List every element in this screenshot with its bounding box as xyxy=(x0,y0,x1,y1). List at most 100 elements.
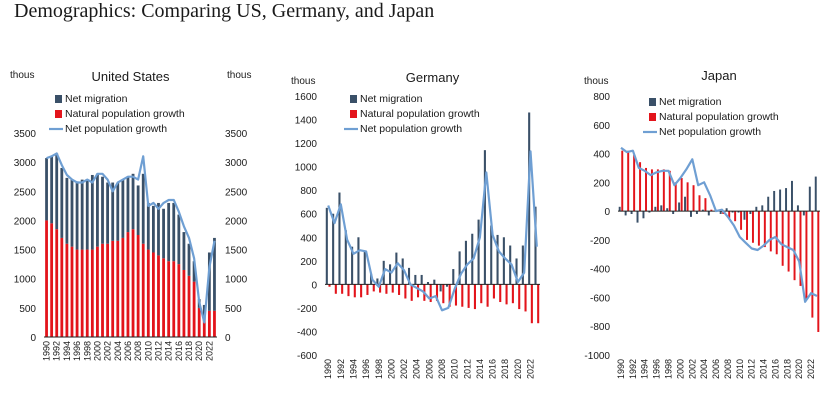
line-net-population-growth xyxy=(327,150,538,312)
bar-natural-growth xyxy=(692,185,695,212)
x-tick-label: 1994 xyxy=(62,341,72,361)
x-tick-label: 2016 xyxy=(770,359,780,379)
bar-natural-growth xyxy=(650,169,653,212)
bar-net-migration xyxy=(85,179,89,250)
x-tick-label: 2010 xyxy=(450,359,460,379)
bar-net-migration xyxy=(666,208,669,212)
y-tick-label: 200 xyxy=(300,257,317,268)
bar-net-migration xyxy=(445,284,449,287)
bar-net-migration xyxy=(357,237,360,285)
y-tick-label: 1000 xyxy=(295,163,318,174)
y-tick-label-right: 1500 xyxy=(225,246,248,257)
x-tick-label: 2012 xyxy=(153,341,163,361)
y-tick-label: -800 xyxy=(590,322,610,333)
bar-natural-growth xyxy=(686,182,689,212)
chart-title: Japan xyxy=(701,68,736,83)
bar-natural-growth xyxy=(505,284,508,305)
x-tick-label: 2022 xyxy=(806,359,816,379)
bar-natural-growth xyxy=(404,284,407,299)
bar-net-migration xyxy=(70,179,74,247)
y-tick-label: 2000 xyxy=(14,216,37,227)
x-tick-label: 2022 xyxy=(526,359,536,379)
bar-net-migration xyxy=(515,258,518,285)
bar-net-migration xyxy=(690,211,692,217)
chart-panel-united-states: United States thous thous 0 0 500 500 1000 1000 1… xyxy=(10,69,251,361)
bar-natural-growth xyxy=(793,211,796,281)
bar-natural-growth xyxy=(182,269,186,337)
bar-natural-growth xyxy=(811,211,814,318)
bar-natural-growth xyxy=(680,178,683,212)
y-tick-label: 1400 xyxy=(295,116,318,127)
bar-natural-growth xyxy=(473,284,476,310)
y-tick-label-right: 3500 xyxy=(225,129,248,140)
chart-title: Germany xyxy=(406,70,460,85)
bar-natural-growth xyxy=(162,258,165,337)
bar-net-migration xyxy=(101,176,104,244)
bar-net-migration xyxy=(50,156,54,224)
x-tick-label: 2020 xyxy=(194,341,204,361)
bar-net-migration xyxy=(618,206,621,212)
bar-natural-growth xyxy=(192,281,196,337)
bar-natural-growth xyxy=(734,211,737,222)
bar-net-migration xyxy=(65,177,69,244)
bar-net-migration xyxy=(528,112,531,285)
bar-net-migration xyxy=(502,237,505,285)
chart-panel-germany: Germany thous -600 -400 -200 0 200 400 600 800 100… xyxy=(291,70,540,379)
bar-net-migration xyxy=(642,211,645,219)
bar-net-migration xyxy=(370,273,373,285)
bar-net-migration xyxy=(187,243,191,276)
bar-natural-growth xyxy=(410,284,413,301)
bar-natural-growth xyxy=(146,249,150,337)
y-axis-unit-label: thous xyxy=(584,76,608,87)
bar-natural-growth xyxy=(518,284,521,310)
bar-net-migration xyxy=(490,225,493,285)
bar-natural-growth xyxy=(372,284,375,292)
x-tick-label: 2004 xyxy=(699,359,709,379)
x-tick-label: 2022 xyxy=(204,341,214,361)
x-tick-label: 2000 xyxy=(92,341,102,361)
bar-net-migration xyxy=(654,206,657,212)
bar-net-migration xyxy=(55,153,59,230)
bar-net-migration xyxy=(146,202,150,250)
bar-natural-growth xyxy=(75,249,79,337)
bar-net-migration xyxy=(678,202,681,212)
bar-natural-growth xyxy=(787,211,790,272)
bar-net-migration xyxy=(785,188,788,212)
bar-net-migration xyxy=(363,251,366,285)
bar-net-migration xyxy=(121,179,125,238)
y-tick-label: -600 xyxy=(297,351,317,362)
bar-natural-growth xyxy=(751,211,754,243)
x-tick-label: 1994 xyxy=(348,359,358,379)
bar-net-migration xyxy=(172,202,176,262)
y-tick-label: 400 xyxy=(300,233,317,244)
legend-swatch-net-migration xyxy=(55,95,62,103)
bar-natural-growth xyxy=(698,195,701,212)
y-tick-label: 3500 xyxy=(14,129,37,140)
legend-swatch-net-migration xyxy=(350,95,357,103)
bar-natural-growth xyxy=(85,249,89,337)
bar-net-migration xyxy=(351,246,354,285)
x-tick-label: 2008 xyxy=(133,341,143,361)
x-tick-label: 2004 xyxy=(412,359,422,379)
bar-natural-growth xyxy=(480,284,483,304)
x-tick-label: 2020 xyxy=(513,359,523,379)
bar-net-migration xyxy=(743,211,746,220)
x-tick-label: 1998 xyxy=(82,341,92,361)
y-tick-label: -400 xyxy=(297,327,317,338)
x-tick-label: 2006 xyxy=(424,359,434,379)
y-tick-label: -400 xyxy=(590,265,610,276)
bar-net-migration xyxy=(141,173,145,244)
bar-net-migration xyxy=(802,211,805,216)
bar-net-migration xyxy=(719,211,722,214)
x-tick-label: 2016 xyxy=(488,359,498,379)
legend-swatch-natural-growth xyxy=(649,113,656,121)
bar-natural-growth xyxy=(116,240,120,337)
bar-natural-growth xyxy=(769,211,772,252)
bar-natural-growth xyxy=(366,284,369,295)
x-tick-label: 1990 xyxy=(616,359,626,379)
y-tick-label: 600 xyxy=(593,121,610,132)
bar-net-migration xyxy=(90,174,94,250)
bar-natural-growth xyxy=(639,162,642,212)
bar-natural-growth xyxy=(172,261,176,337)
bar-natural-growth xyxy=(379,284,382,293)
